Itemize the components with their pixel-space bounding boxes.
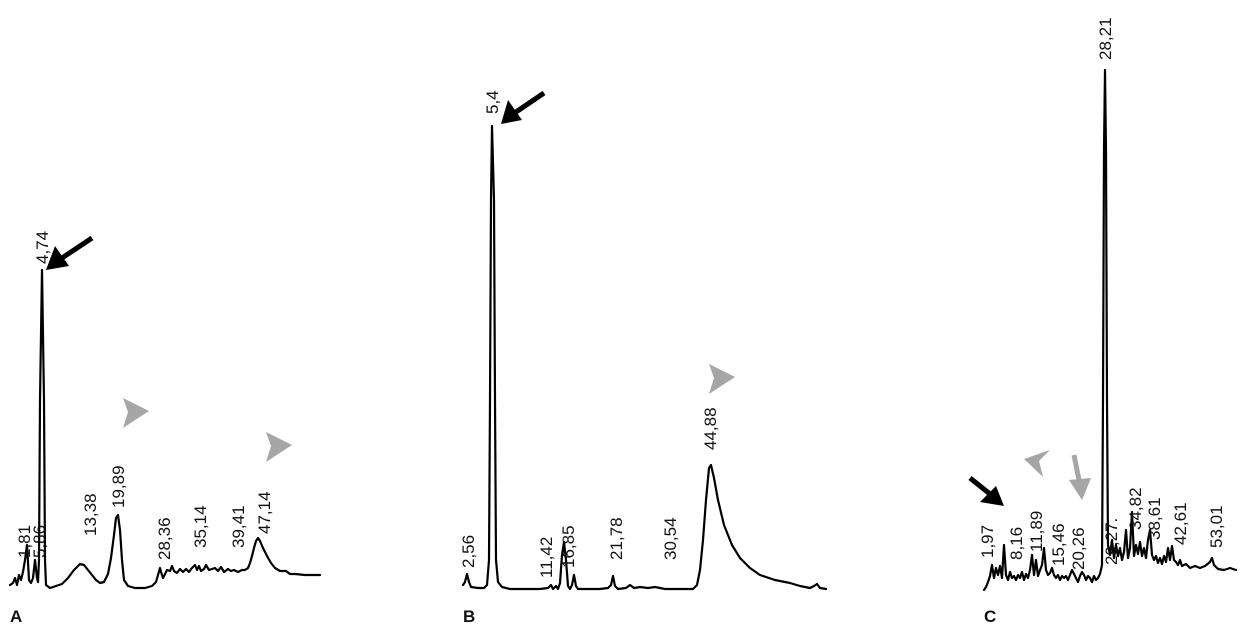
panel-label: B <box>463 607 475 625</box>
panel-c: 1,97 8,16 11,89 15,46 20,26 28,21 29,27.… <box>968 17 1238 625</box>
peak-label: 39,41 <box>229 505 248 548</box>
peak-label: 21,78 <box>607 517 626 560</box>
peak-label: 53,01 <box>1207 505 1226 548</box>
grey-arrowhead-icon <box>709 364 735 394</box>
peak-label: 47,14 <box>255 491 274 534</box>
panel-a: 1,81 5,86 4,74 13,38 19,89 28,36 35,14 3… <box>8 231 322 625</box>
grey-arrowhead-icon <box>266 432 292 462</box>
grey-arrow-icon <box>1069 454 1091 500</box>
panel-label: A <box>10 607 22 625</box>
peak-label: 11,89 <box>1027 511 1046 552</box>
panel-c-trace <box>982 68 1238 592</box>
peak-label: 1,81 <box>15 525 34 558</box>
peak-label: 29,27. <box>1102 518 1121 565</box>
peak-label: 16,85 <box>559 525 578 568</box>
peak-label: 5,4 <box>483 90 502 114</box>
peak-label: 2,56 <box>459 535 478 568</box>
panel-b: 2,56 5,4 11,42 16,85 21,78 30,54 44,88 B <box>459 90 828 625</box>
panel-label: C <box>984 607 996 625</box>
grey-arrowhead-icon <box>1024 450 1050 477</box>
peak-label: 8,16 <box>1007 527 1026 560</box>
peak-label: 5,86 <box>30 525 49 558</box>
peak-label: 34,82 <box>1126 487 1145 530</box>
peak-label: 1,97 <box>978 525 997 558</box>
peak-label: 4,74 <box>33 231 52 264</box>
black-arrow-icon <box>501 90 546 124</box>
panel-b-trace <box>461 124 828 591</box>
peak-label: 11,42 <box>537 537 556 578</box>
grey-arrowhead-icon <box>123 398 149 428</box>
panel-a-trace <box>8 268 322 590</box>
peak-label: 15,46 <box>1049 523 1068 566</box>
peak-label: 35,14 <box>191 505 210 548</box>
peak-label: 38,61 <box>1145 497 1164 540</box>
peak-label: 13,38 <box>81 493 100 536</box>
peak-label: 44,88 <box>701 407 720 450</box>
peak-label: 20,26 <box>1069 527 1088 570</box>
black-arrow-icon <box>46 235 94 270</box>
peak-label: 19,89 <box>109 465 128 508</box>
peak-label: 28,21 <box>1096 17 1115 60</box>
peak-label: 30,54 <box>661 517 680 560</box>
peak-label: 28,36 <box>155 517 174 560</box>
peak-label: 42,61 <box>1171 502 1190 545</box>
black-arrow-icon <box>968 476 1004 506</box>
